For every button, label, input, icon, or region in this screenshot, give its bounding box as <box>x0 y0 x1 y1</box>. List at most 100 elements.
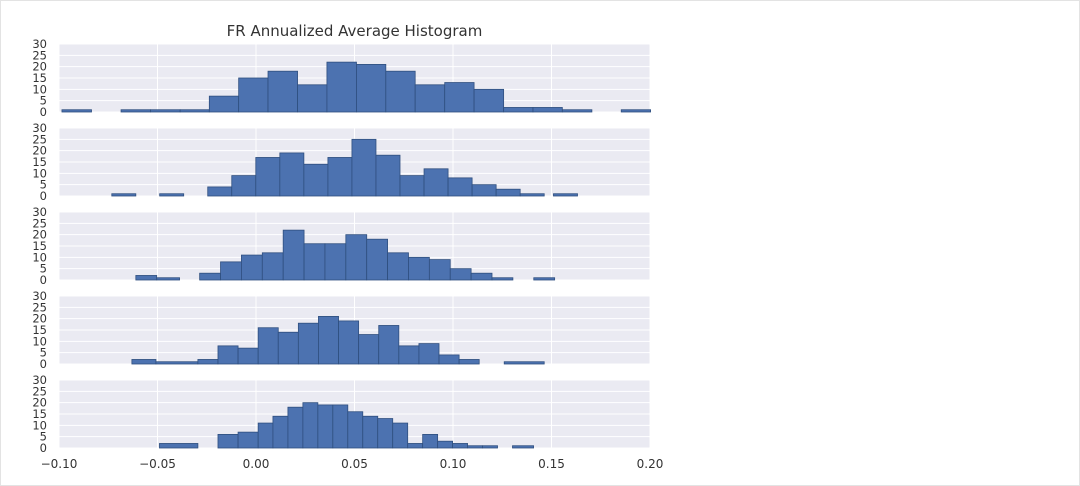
histogram-bar <box>150 109 181 113</box>
histogram-bar <box>208 95 240 113</box>
y-tick-label: 5 <box>40 178 47 192</box>
histogram-bar <box>220 261 242 281</box>
histogram-bar <box>272 415 289 449</box>
y-tick-label: 5 <box>40 346 47 360</box>
histogram-bar <box>458 359 480 365</box>
histogram-bar <box>297 84 328 113</box>
histogram-bar <box>553 193 578 197</box>
y-tick-label: 30 <box>32 205 47 219</box>
y-tick-label: 30 <box>32 289 47 303</box>
histogram-bar <box>444 82 475 113</box>
y-tick-label: 5 <box>40 94 47 108</box>
histogram-bar <box>238 77 269 113</box>
histogram-bar <box>267 70 298 113</box>
histogram-bar <box>326 61 357 113</box>
y-tick-label: 10 <box>32 418 47 432</box>
histogram-bar <box>414 84 446 113</box>
y-tick-label: 25 <box>32 132 47 146</box>
histogram-bar <box>159 443 199 449</box>
histogram-bar <box>159 193 185 197</box>
histogram-bar <box>277 331 299 365</box>
histogram-bar <box>503 361 545 365</box>
y-tick-label: 0 <box>40 105 47 119</box>
histogram-bar <box>135 275 158 281</box>
histogram-bar <box>495 188 521 197</box>
histogram-bar <box>399 175 425 197</box>
histogram-bar <box>452 443 468 449</box>
y-tick-label: 5 <box>40 262 47 276</box>
y-tick-label: 0 <box>40 441 47 455</box>
histogram-bar <box>362 415 379 449</box>
histogram-bar <box>217 433 239 449</box>
histogram-bar <box>387 252 409 281</box>
y-tick-label: 0 <box>40 273 47 287</box>
histogram-bar <box>482 445 498 449</box>
histogram-bar <box>385 70 416 113</box>
y-tick-label: 30 <box>32 121 47 135</box>
histogram-bar <box>287 406 304 449</box>
x-tick-label: 0.10 <box>440 457 467 471</box>
histogram-bar <box>261 252 284 281</box>
histogram-bar <box>156 277 180 281</box>
histogram-bar <box>377 418 394 449</box>
histogram-bar <box>217 345 239 365</box>
histogram-bar <box>197 359 219 365</box>
histogram-bar <box>620 109 651 113</box>
histogram-bar <box>324 243 347 281</box>
y-tick-label: 0 <box>40 189 47 203</box>
histogram-bar <box>351 138 377 197</box>
histogram-bar <box>302 402 319 449</box>
histogram-bar <box>408 256 430 281</box>
x-tick-label: 0.15 <box>538 457 565 471</box>
histogram-bar <box>356 64 387 113</box>
histogram-bar <box>207 186 233 197</box>
y-tick-label: 10 <box>32 166 47 180</box>
histogram-bar <box>338 320 360 365</box>
histogram-bar <box>422 433 439 449</box>
y-tick-label: 20 <box>32 60 47 74</box>
histogram-bar <box>366 238 388 281</box>
histogram-bar <box>533 277 556 281</box>
histogram-bar <box>317 404 334 449</box>
histogram-bar <box>438 354 460 365</box>
histogram-bar <box>473 88 505 113</box>
x-tick-label: 0.20 <box>637 457 664 471</box>
histogram-bar <box>303 163 329 197</box>
x-tick-label: 0.05 <box>341 457 368 471</box>
histogram-bar <box>471 184 497 197</box>
histogram-bar <box>345 234 368 281</box>
histogram-bar <box>131 359 157 365</box>
histogram-bar <box>347 411 364 449</box>
y-tick-label: 25 <box>32 384 47 398</box>
histogram-bar <box>303 243 326 281</box>
histogram-bar <box>428 259 451 281</box>
y-tick-label: 0 <box>40 357 47 371</box>
histogram-bar <box>120 109 152 113</box>
histogram-bar <box>467 445 483 449</box>
y-tick-label: 10 <box>32 82 47 96</box>
histogram-bar <box>375 154 401 197</box>
y-tick-label: 5 <box>40 430 47 444</box>
histogram-bar <box>237 347 259 365</box>
y-tick-label: 15 <box>32 407 47 421</box>
y-tick-label: 25 <box>32 300 47 314</box>
histogram-bar <box>332 404 349 449</box>
histogram-bar <box>231 175 257 197</box>
histogram-bar <box>237 431 259 449</box>
histogram-bar <box>418 343 440 365</box>
histogram-bar <box>111 193 137 197</box>
histogram-bar <box>358 334 380 365</box>
y-tick-label: 10 <box>32 250 47 264</box>
histogram-bar <box>470 272 493 281</box>
histogram-bar <box>61 109 92 113</box>
y-tick-label: 30 <box>32 373 47 387</box>
y-tick-label: 15 <box>32 239 47 253</box>
histogram-bar <box>279 152 305 197</box>
histogram-bar <box>255 157 281 197</box>
histogram-bar <box>257 327 279 365</box>
